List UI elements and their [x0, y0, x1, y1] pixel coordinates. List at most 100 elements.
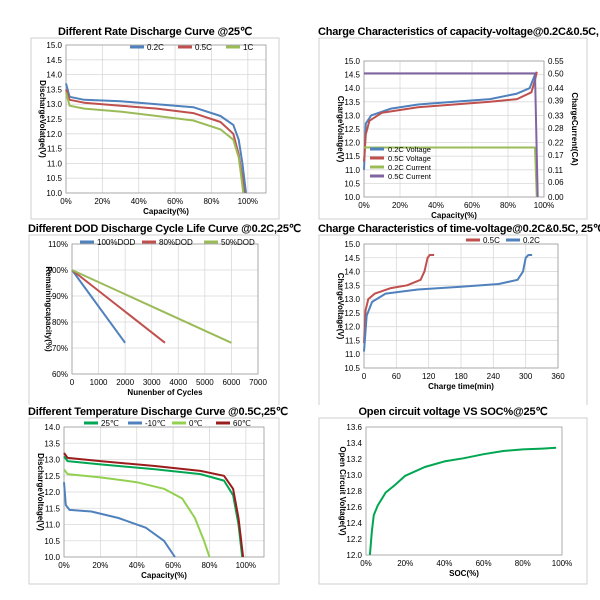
x-tick-label: 40% [436, 559, 452, 568]
legend-label: 0.2C Voltage [388, 145, 431, 154]
legend-label: 0.5C Current [388, 172, 432, 181]
y-tick-label: 13.5 [344, 98, 360, 107]
y-tick-label: 12.2 [346, 535, 362, 544]
x-tick-label: 7000 [249, 378, 267, 387]
chart-panel-charge-capacity: Charge Characteristics of capacity-volta… [318, 25, 600, 220]
panel-frame [28, 417, 280, 585]
legend-label: 0℃ [189, 419, 202, 428]
series-line-0-5c [363, 254, 435, 344]
x-tick-label: 5000 [196, 378, 214, 387]
y2-tick-label: 0.55 [548, 57, 564, 66]
chart-title: Charge Characteristics of time-voltage@0… [318, 223, 600, 235]
y-tick-label: 12.0 [46, 130, 62, 139]
y-tick-label: 13.0 [344, 295, 360, 304]
chart-title: Different Rate Discharge Curve @25℃ [58, 26, 252, 38]
x-axis-label: Capacity(%) [143, 207, 189, 216]
x-axis-label: Nunenber of Cycles [127, 388, 203, 397]
plot-area-border [365, 426, 563, 556]
chart-svg: 60% 70% 80% 90% 100% 110% 0 1000 2000 3000 4000 500… [28, 234, 280, 407]
legend-label: 0.2C Current [388, 163, 432, 172]
y-tick-label: 10.0 [344, 193, 360, 202]
y-axis-label: ChargeVoltage(V) [336, 273, 345, 340]
legend-label: 0.2C [523, 236, 540, 245]
y-axis-label: DischargeVoltage(V) [36, 453, 45, 531]
series-line-0-5c-current [364, 72, 539, 198]
x-axis-label: SOC(%) [449, 569, 479, 578]
panel-frame [318, 417, 588, 585]
y-axis-label: Open Circuit Voltage(V) [338, 446, 347, 536]
series-line-0-2c-voltage [363, 71, 538, 170]
x-tick-label: 20% [94, 197, 110, 206]
panel-frame [30, 37, 280, 220]
y-tick-label: 10.0 [44, 553, 60, 562]
y-tick-label: 12.8 [346, 487, 362, 496]
y-tick-label: 12.5 [344, 125, 360, 134]
legend-label: 0.5C [195, 43, 212, 52]
x-tick-label: 60% [464, 201, 480, 210]
series-line-0-2c [65, 83, 247, 194]
y-tick-label: 70% [52, 344, 68, 353]
x-tick-label: 0% [60, 197, 72, 206]
chart-panel-ocv-soc: Open circuit voltage VS SOC%@25℃ 12.0 12.… [318, 405, 588, 585]
plot-area-border [65, 44, 267, 194]
series-line-50-dod [71, 269, 232, 344]
x-tick-label: 360 [551, 372, 565, 381]
x-tick-label: 100% [238, 197, 258, 206]
y-tick-label: 14.5 [46, 56, 62, 65]
x-tick-label: 3000 [143, 378, 161, 387]
y-tick-label: 11.0 [45, 521, 61, 530]
x-tick-label: 0% [360, 559, 372, 568]
x-tick-label: 4000 [169, 378, 187, 387]
y-tick-label: 13.0 [346, 471, 362, 480]
y-tick-label: 11.5 [45, 504, 61, 513]
y-tick-label: 11.5 [47, 145, 63, 154]
series-line-ocv [368, 446, 557, 556]
x-tick-label: 80% [500, 201, 516, 210]
y-tick-label: 12.5 [344, 309, 360, 318]
x-tick-label: 0 [362, 372, 367, 381]
y-tick-label: 12.5 [44, 472, 60, 481]
y2-tick-label: 0.17 [548, 151, 564, 160]
y2-tick-label: 0.22 [548, 139, 564, 148]
y-tick-label: 15.0 [344, 240, 360, 249]
y-tick-label: 14.0 [46, 71, 62, 80]
y-tick-label: 13.6 [346, 423, 362, 432]
x-tick-label: 2000 [116, 378, 134, 387]
y-tick-label: 13.0 [44, 456, 60, 465]
y-tick-label: 14.0 [344, 268, 360, 277]
y-tick-label: 13.0 [344, 111, 360, 120]
x-tick-label: 80% [203, 197, 219, 206]
y2-tick-label: 0.50 [548, 69, 564, 78]
y2-tick-label: 0.06 [548, 178, 564, 187]
y2-tick-label: 0.44 [548, 84, 564, 93]
x-tick-label: 80% [201, 561, 217, 570]
y-tick-label: 80% [52, 318, 68, 327]
x-tick-label: 0 [70, 378, 75, 387]
y-tick-label: 90% [52, 292, 68, 301]
x-tick-label: 6000 [223, 378, 241, 387]
plot-area-border [71, 243, 259, 375]
y-tick-label: 11.5 [345, 336, 361, 345]
y-tick-label: 110% [48, 240, 68, 249]
x-tick-label: 40% [129, 561, 145, 570]
x-tick-label: 0% [58, 561, 70, 570]
chart-title: Open circuit voltage VS SOC%@25℃ [358, 406, 548, 418]
x-tick-label: 40% [428, 201, 444, 210]
y2-tick-label: 0.39 [548, 97, 564, 106]
x-tick-label: 120 [422, 372, 436, 381]
y-tick-label: 13.5 [44, 439, 60, 448]
x-tick-label: 80% [515, 559, 531, 568]
chart-svg: 10.0 10.5 11.0 11.5 12.0 12.5 13.0 13.5 14.0 14.5… [30, 37, 280, 220]
y-tick-label: 13.5 [344, 281, 360, 290]
series-line-0-2c [363, 254, 533, 352]
y2-tick-label: 0.33 [548, 111, 564, 120]
x-tick-label: 20% [397, 559, 413, 568]
series-line-0-5c-voltage [363, 71, 538, 162]
legend-label: -10℃ [145, 419, 166, 428]
x-axis-label: Capacity(%) [141, 571, 187, 580]
y-tick-label: 10.0 [46, 189, 62, 198]
y2-tick-label: 0.28 [548, 124, 564, 133]
x-tick-label: 60% [167, 197, 183, 206]
chart-svg: 10.5 11.0 11.5 12.0 12.5 13.0 13.5 14.0 14.5 15.0… [318, 234, 588, 407]
y-tick-label: 11.5 [345, 152, 361, 161]
